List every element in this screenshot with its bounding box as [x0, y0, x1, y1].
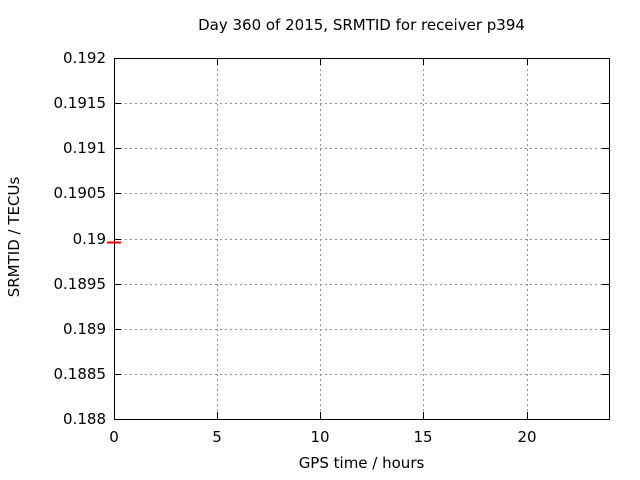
y-tick-label: 0.1905: [53, 184, 107, 202]
y-tick-label: 0.188: [63, 410, 106, 428]
x-tick-label: 5: [212, 428, 222, 446]
x-tick-label: 10: [310, 428, 330, 446]
y-tick-label: 0.19: [72, 230, 106, 248]
x-tick-label: 15: [413, 428, 433, 446]
y-tick-label: 0.1885: [53, 365, 107, 383]
chart-title: Day 360 of 2015, SRMTID for receiver p39…: [198, 16, 525, 34]
y-tick-label: 0.1895: [53, 275, 107, 293]
y-tick-label: 0.1915: [53, 94, 107, 112]
x-tick-label: 20: [517, 428, 537, 446]
y-tick-label: 0.192: [63, 49, 106, 67]
x-axis-label: GPS time / hours: [298, 454, 425, 472]
plot-border: [114, 58, 610, 420]
y-tick-label: 0.191: [63, 139, 106, 157]
y-tick-label: 0.189: [63, 320, 106, 338]
x-tick-label: 0: [109, 428, 119, 446]
